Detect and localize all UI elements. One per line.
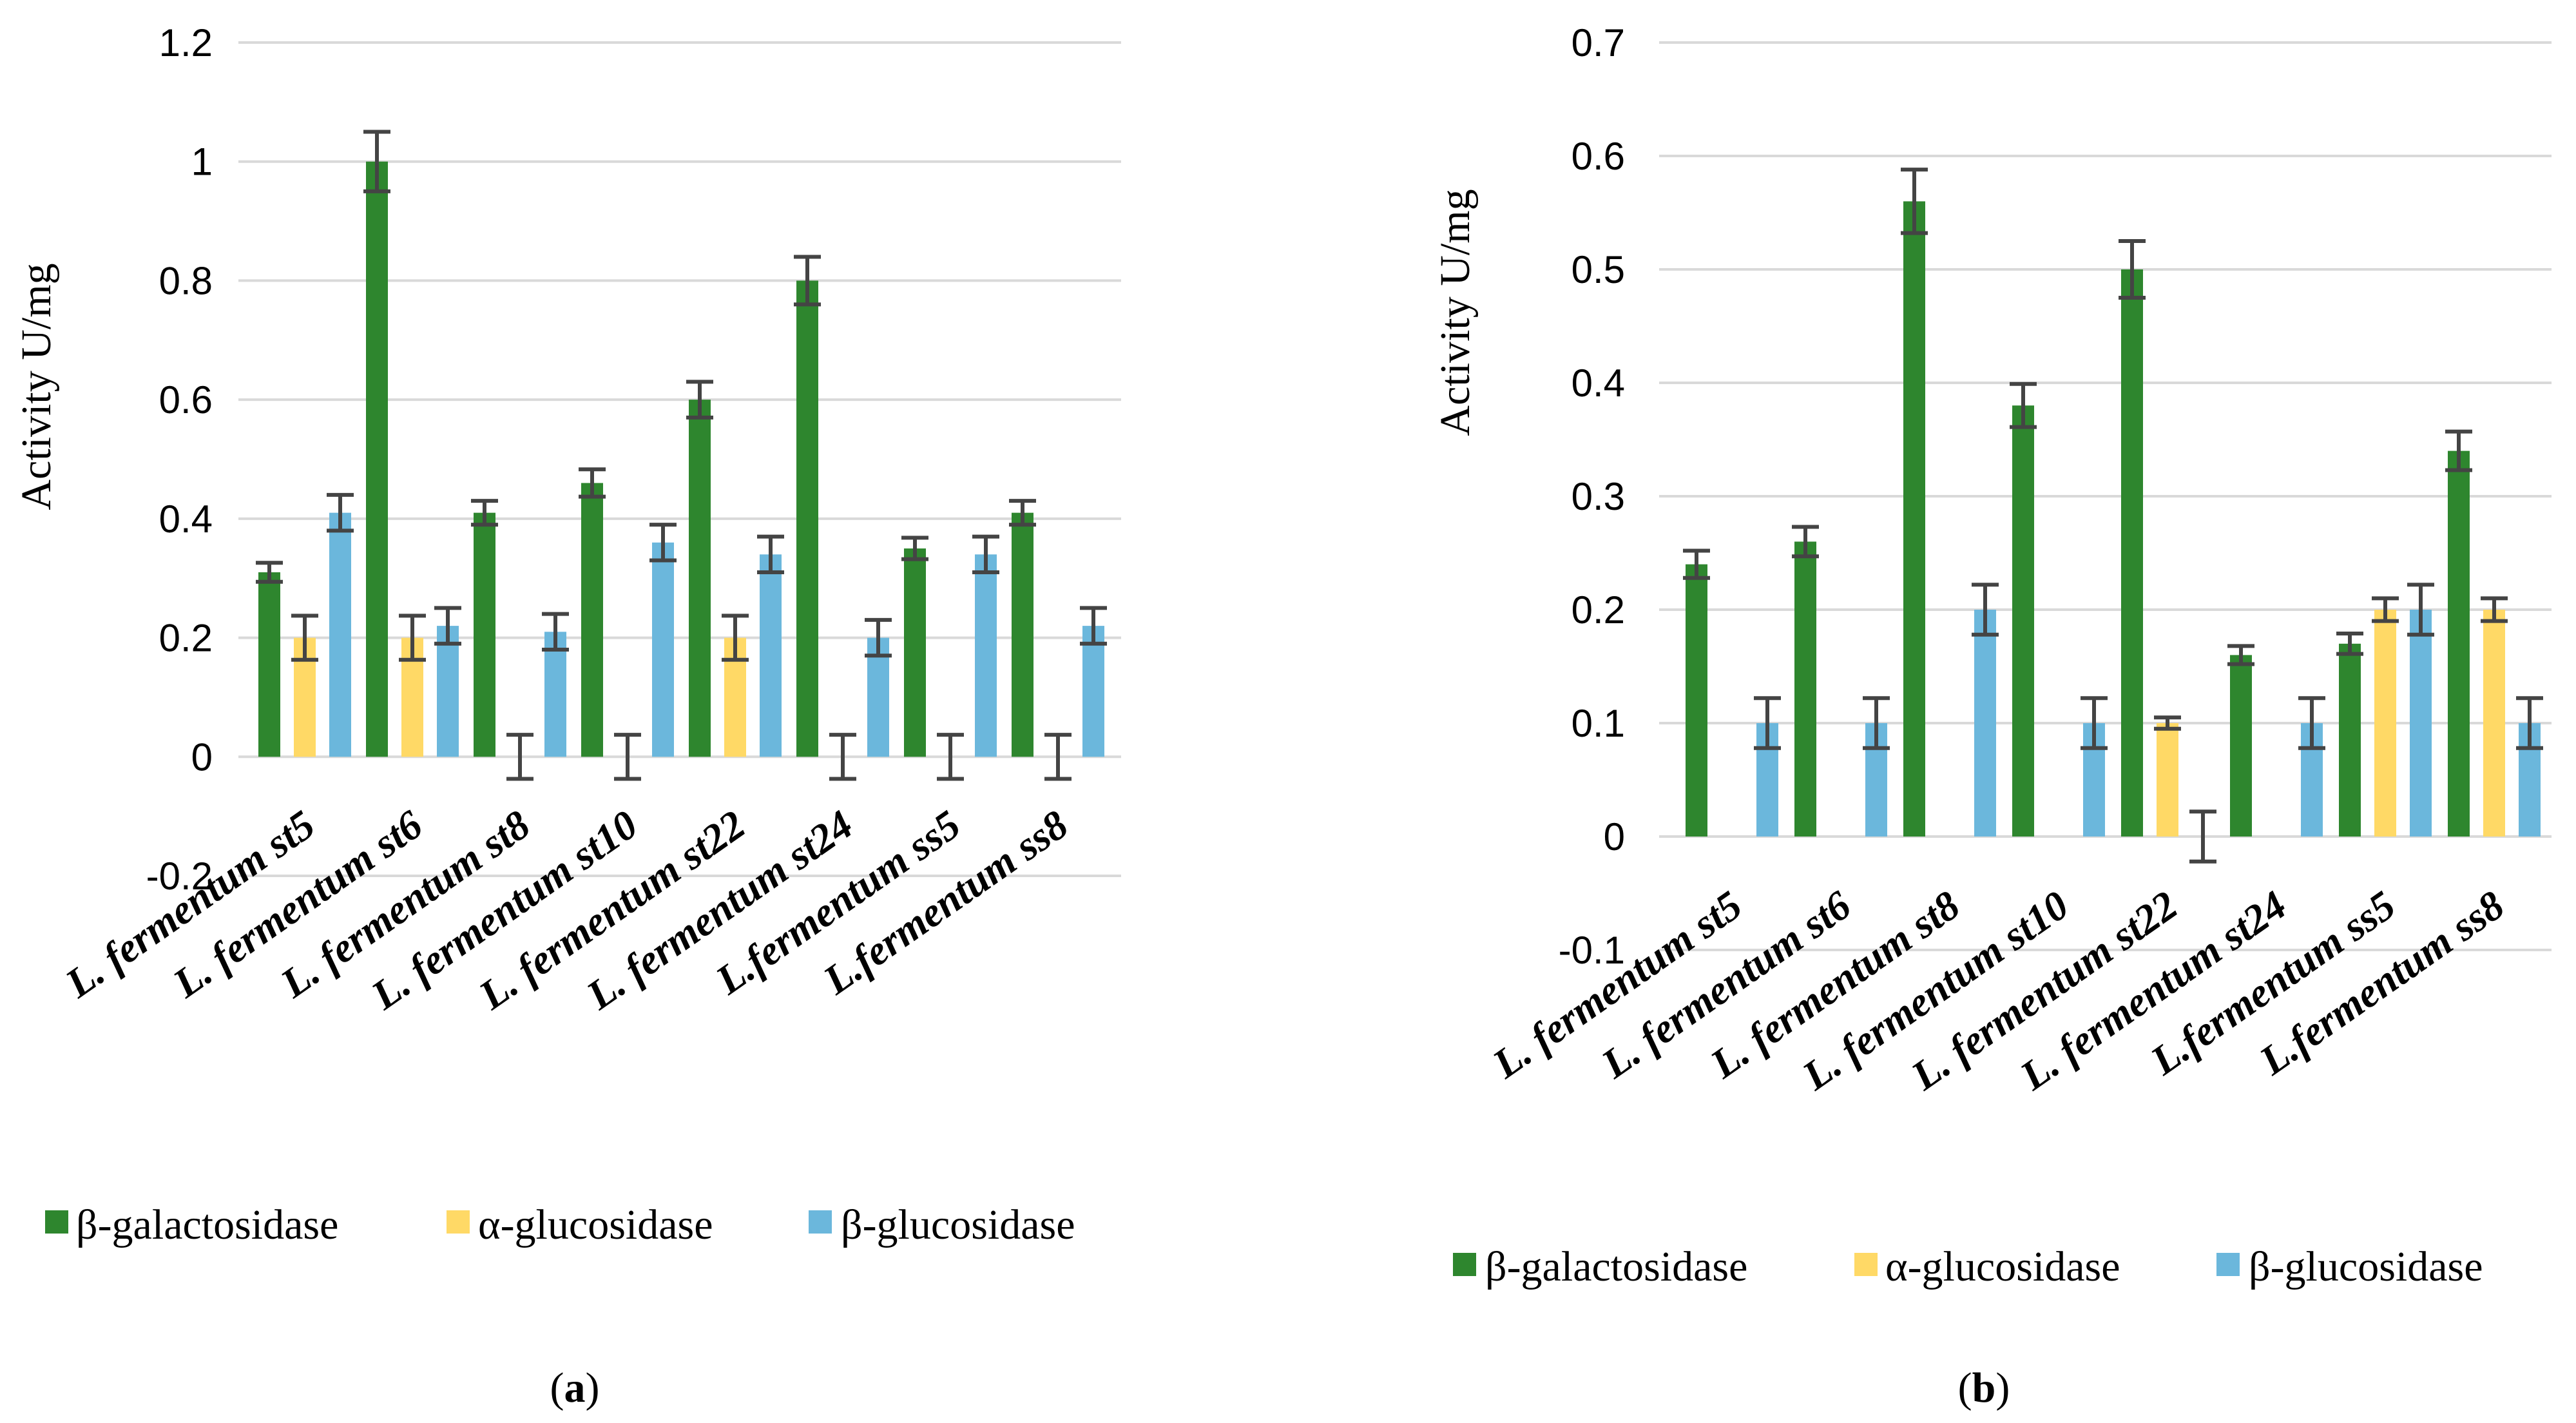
panel-a-legend-label-beta-glucosidase: β-glucosidase (841, 1201, 1075, 1248)
panel-a-caption: (a) (550, 1364, 600, 1411)
panel-a-bar-galactosidase (1012, 512, 1033, 757)
panel-b-bar-galactosidase (1903, 201, 1925, 837)
panel-a-bars (256, 130, 1107, 781)
panel-a-bar-galactosidase (366, 161, 388, 757)
panel-a-bar-beta-glucosidase (437, 626, 459, 757)
panel-b-y-tick-label: 0 (1604, 815, 1625, 858)
panel-a-bar-beta-glucosidase (760, 554, 782, 757)
panel-b-caption: (b) (1958, 1364, 2010, 1411)
panel-b-y-tick-label: 0.1 (1572, 702, 1625, 745)
panel-b-y-tick-label: -0.1 (1559, 929, 1625, 972)
panel-a-bar-galactosidase (904, 548, 926, 757)
panel-b-bar-alpha-glucosidase (2157, 723, 2178, 837)
panel-b-y-axis-title: Activity U/mg (1432, 189, 1479, 436)
panel-b-bar-galactosidase (1686, 564, 1707, 837)
panel-b-bar-galactosidase (2339, 643, 2361, 837)
panel-a-bar-beta-glucosidase (867, 637, 889, 757)
panel-a-bar-beta-glucosidase (544, 632, 566, 757)
panel-b-y-tick-label: 0.7 (1572, 21, 1625, 64)
panel-a-legend-label-galactosidase: β-galactosidase (76, 1201, 338, 1248)
panel-b-y-tick-label: 0.2 (1572, 588, 1625, 632)
panel-a-y-tick-label: 0 (191, 735, 213, 779)
panel-b-chart: -0.1 0 0.1 0.2 0.3 0.4 0.5 0.6 0.7 L. fermentum … (1432, 21, 2552, 1411)
panel-b-legend-label-beta-glucosidase: β-glucosidase (2249, 1243, 2483, 1290)
panel-a-bar-galactosidase (474, 512, 495, 757)
panel-a-y-axis: -0.2 0 0.2 0.4 0.6 0.8 1 1.2 (146, 21, 213, 898)
panel-b-legend-swatch-galactosidase (1453, 1253, 1476, 1276)
panel-b-bar-galactosidase (2230, 655, 2252, 837)
panel-b-bar-beta-glucosidase (2410, 610, 2432, 837)
panel-b-legend-swatch-beta-glucosidase (2216, 1253, 2240, 1276)
panel-a-bar-beta-glucosidase (329, 512, 351, 757)
panel-b-y-tick-label: 0.6 (1572, 135, 1625, 178)
panel-b-y-axis: -0.1 0 0.1 0.2 0.3 0.4 0.5 0.6 0.7 (1559, 21, 1625, 972)
panel-b-bar-galactosidase (1794, 541, 1816, 837)
panel-a-bar-galactosidase (689, 400, 711, 757)
panel-b-bar-alpha-glucosidase (2483, 610, 2505, 837)
panel-a-y-tick-label: 1.2 (159, 21, 213, 64)
panel-b-legend-swatch-alpha-glucosidase (1854, 1253, 1878, 1276)
panel-b-bar-galactosidase (2012, 405, 2034, 837)
panel-a-bar-beta-glucosidase (652, 542, 674, 757)
panel-a-legend-label-alpha-glucosidase: α-glucosidase (478, 1201, 713, 1248)
panel-b-bar-beta-glucosidase (1974, 610, 1996, 837)
panel-b-bars (1683, 168, 2543, 864)
panel-a-legend: β-galactosidase α-glucosidase β-glucosid… (45, 1201, 1075, 1248)
panel-a-legend-swatch-alpha-glucosidase (447, 1210, 470, 1234)
panel-a-chart: -0.2 0 0.2 0.4 0.6 0.8 1 1.2 L. fermentum st5L.… (13, 21, 1121, 1411)
panel-b-legend-label-alpha-glucosidase: α-glucosidase (1885, 1243, 2120, 1290)
panel-b-bar-alpha-glucosidase (2374, 610, 2396, 837)
panel-a-bar-galactosidase (581, 483, 603, 757)
panel-a-legend-swatch-beta-glucosidase (809, 1210, 832, 1234)
panel-a-y-axis-title: Activity U/mg (13, 263, 60, 510)
panel-b-caption-letter: b (1972, 1364, 1996, 1411)
panel-a-y-tick-label: 0.2 (159, 617, 213, 660)
panel-a-bar-beta-glucosidase (975, 554, 997, 757)
panel-b-y-tick-label: 0.5 (1572, 248, 1625, 291)
panel-b-legend: β-galactosidase α-glucosidase β-glucosid… (1453, 1243, 2483, 1290)
panel-a-legend-swatch-galactosidase (45, 1210, 68, 1234)
panel-a-y-tick-label: -0.2 (146, 855, 213, 898)
panel-a-y-tick-label: 0.6 (159, 378, 213, 421)
panel-b-bar-galactosidase (2121, 269, 2143, 837)
panel-a-bar-galactosidase (258, 572, 280, 757)
panel-a-caption-letter: a (564, 1364, 586, 1411)
panel-b-bar-galactosidase (2448, 450, 2470, 837)
panel-a-bar-beta-glucosidase (1082, 626, 1104, 757)
panel-a-y-tick-label: 0.4 (159, 498, 213, 541)
panel-b-y-tick-label: 0.4 (1572, 362, 1625, 405)
panel-a-y-tick-label: 1 (191, 140, 213, 184)
panel-b-legend-label-galactosidase: β-galactosidase (1485, 1243, 1747, 1290)
panel-a-bar-galactosidase (796, 280, 818, 757)
panel-b-y-tick-label: 0.3 (1572, 475, 1625, 518)
panel-a-y-tick-label: 0.8 (159, 259, 213, 302)
